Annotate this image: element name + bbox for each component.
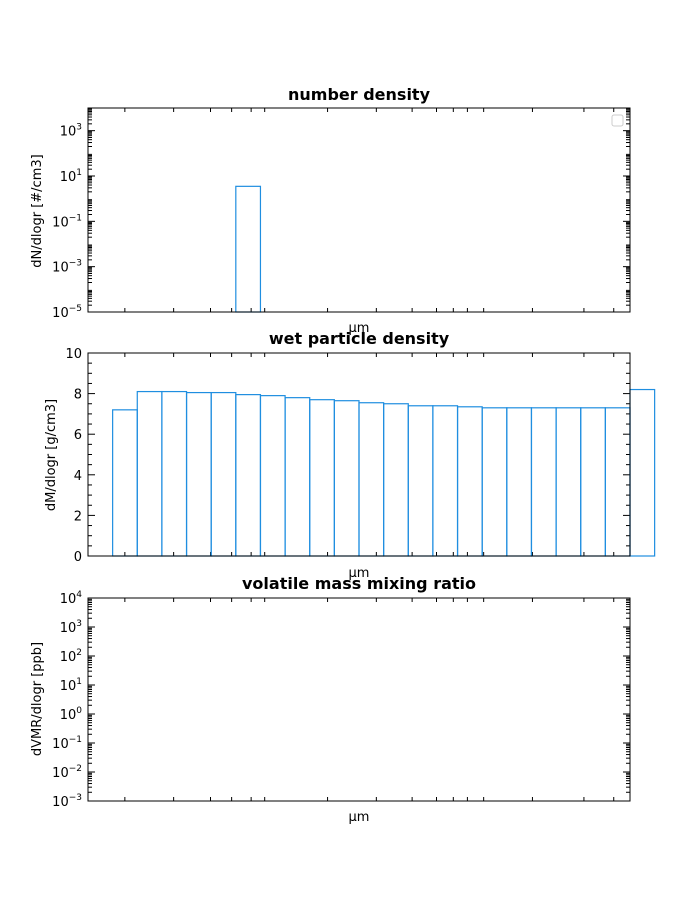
bar — [604, 407, 631, 557]
bar — [456, 406, 483, 557]
bar — [383, 403, 409, 557]
bar — [210, 391, 237, 557]
y-tick-label: 2 — [74, 509, 82, 524]
y-tick-label: 6 — [74, 428, 82, 443]
bar — [161, 390, 188, 557]
x-axis-label: μm — [349, 321, 370, 336]
chart-title: wet particle density — [269, 329, 450, 348]
panel-number-density: number density μm dN/dlogr [#/cm3] 10−5 1… — [30, 85, 631, 336]
bar — [333, 400, 360, 557]
y-axis-label: dN/dlogr [#/cm3] — [30, 154, 45, 267]
bar — [432, 405, 459, 557]
y-axis-label: dM/dlogr [g/cm3] — [44, 399, 59, 511]
bar — [358, 402, 385, 557]
y-tick-label: 0 — [74, 550, 82, 565]
x-axis-label: μm — [349, 810, 370, 825]
y-tick-label: 101 — [60, 168, 82, 185]
y-axis-label: dVMR/dlogr [ppb] — [30, 642, 45, 756]
panel-wet-particle-density: wet particle density μm dM/dlogr [g/cm3]… — [44, 329, 656, 581]
y-tick-label: 4 — [74, 469, 82, 484]
bar — [112, 409, 138, 557]
bar — [407, 405, 434, 557]
y-tick-label: 102 — [60, 648, 82, 665]
bar — [580, 407, 606, 557]
bar — [309, 399, 335, 557]
bar — [481, 407, 508, 557]
y-tick-label: 8 — [74, 388, 82, 403]
bar — [259, 395, 286, 557]
y-tick-label: 10−5 — [52, 304, 82, 321]
y-tick-label: 104 — [60, 590, 83, 607]
bar — [530, 407, 557, 557]
bar — [136, 390, 163, 557]
y-tick-label: 10−1 — [52, 213, 82, 230]
y-tick-label: 10−1 — [52, 735, 82, 752]
chart-title: number density — [288, 85, 431, 104]
y-tick-label: 10−2 — [52, 764, 82, 781]
y-tick-label: 10−3 — [52, 259, 82, 276]
bar — [506, 407, 533, 557]
y-tick-label: 100 — [60, 706, 83, 723]
bar — [235, 185, 262, 313]
bar — [185, 391, 212, 557]
y-tick-label: 10−3 — [52, 793, 82, 810]
axes-frame — [87, 107, 631, 313]
y-tick-label: 103 — [60, 123, 82, 140]
y-tick-label: 101 — [60, 677, 82, 694]
y-tick-label: 103 — [60, 619, 82, 636]
x-axis-label: μm — [349, 566, 370, 581]
y-tick-label: 10 — [65, 347, 82, 362]
bar — [235, 394, 262, 557]
legend-box — [611, 114, 624, 127]
bar — [555, 407, 582, 557]
bar — [284, 397, 311, 557]
axes-frame — [87, 352, 631, 557]
bar — [629, 388, 656, 557]
chart-title: volatile mass mixing ratio — [242, 574, 476, 593]
panel-volatile-mass-mixing-ratio: volatile mass mixing ratio μm dVMR/dlogr… — [30, 574, 631, 825]
axes-frame — [87, 597, 631, 802]
